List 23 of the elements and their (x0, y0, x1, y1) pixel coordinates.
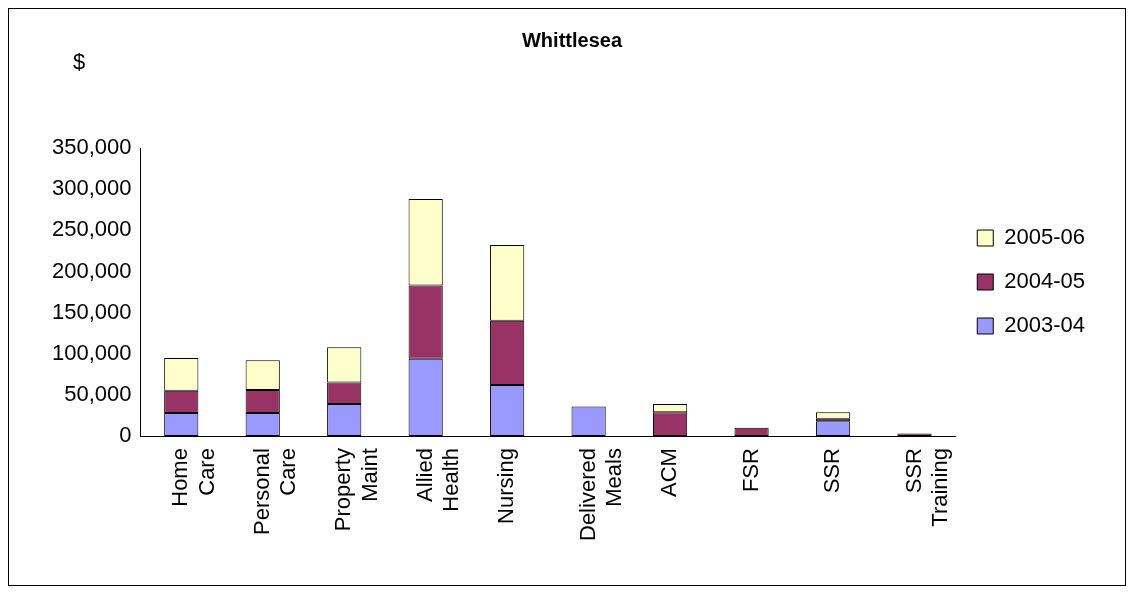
legend-label: 2005-06 (1004, 224, 1086, 250)
y-tick-label: 50,000 (64, 380, 132, 406)
y-tick-label: 300,000 (51, 175, 132, 201)
y-tick-label: 250,000 (51, 216, 132, 242)
y-tick-label: 100,000 (51, 339, 132, 365)
chart-title: Whittlesea (521, 28, 623, 51)
x-tick-label: FSR (737, 448, 763, 493)
y-tick-label: 350,000 (51, 134, 132, 160)
x-tick-label: Property Maint (330, 448, 382, 532)
x-tick-label: SSR Training (900, 448, 952, 527)
legend-label: 2004-05 (1004, 268, 1086, 294)
x-tick-label: Delivered Meals (574, 448, 627, 542)
x-tick-label: SSR (819, 448, 845, 494)
x-tick-label: ACM (656, 448, 682, 497)
x-tick-label: Allied Health (411, 448, 464, 512)
y-tick-label: 200,000 (51, 257, 132, 283)
x-tick-label: Nursing (493, 448, 519, 524)
x-tick-label: Home Care (167, 448, 219, 507)
y-tick-label: 150,000 (51, 298, 132, 324)
y-axis-title: $ (72, 49, 86, 75)
legend-label: 2003-04 (1004, 312, 1086, 338)
y-tick-label: 0 (119, 422, 132, 448)
x-tick-label: Personal Care (248, 448, 301, 535)
